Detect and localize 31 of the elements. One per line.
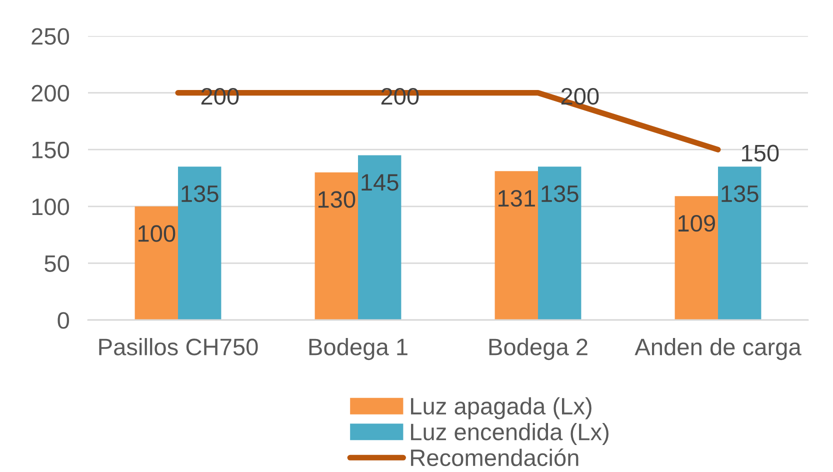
- data-label: 100: [138, 225, 176, 242]
- y-tick-label: 250: [32, 28, 70, 45]
- y-tick-label: 50: [44, 255, 70, 272]
- data-label: 135: [182, 185, 218, 202]
- x-tick-label: Bodega 1: [309, 338, 408, 360]
- data-label: 109: [678, 214, 715, 232]
- data-label: 200: [561, 88, 599, 105]
- bar: [718, 166, 762, 320]
- y-tick-label: 0: [58, 312, 70, 329]
- data-label: 150: [742, 144, 779, 162]
- data-label: 130: [318, 191, 356, 208]
- bar: [134, 206, 178, 320]
- legend-label: Luz encendida (Lx): [411, 423, 608, 446]
- x-tick-label: Pasillos CH750: [99, 338, 258, 356]
- data-label: 131: [498, 190, 535, 207]
- bar: [314, 172, 358, 320]
- bar: [358, 155, 402, 320]
- y-tick-label: 200: [32, 84, 70, 102]
- bar: [494, 171, 538, 320]
- bar: [674, 196, 718, 320]
- bar: [178, 166, 222, 320]
- legend-label: Luz apagada (Lx): [411, 397, 592, 420]
- x-tick-label: Anden de carga: [634, 338, 802, 360]
- legend-label: Recomendación: [411, 448, 578, 466]
- data-label: 135: [722, 185, 758, 202]
- bar: [538, 166, 582, 320]
- y-tick-label: 100: [32, 198, 70, 216]
- data-label: 135: [542, 185, 578, 202]
- y-tick-label: 150: [32, 142, 70, 158]
- data-label: 145: [362, 174, 398, 191]
- x-tick-label: Bodega 2: [489, 338, 588, 360]
